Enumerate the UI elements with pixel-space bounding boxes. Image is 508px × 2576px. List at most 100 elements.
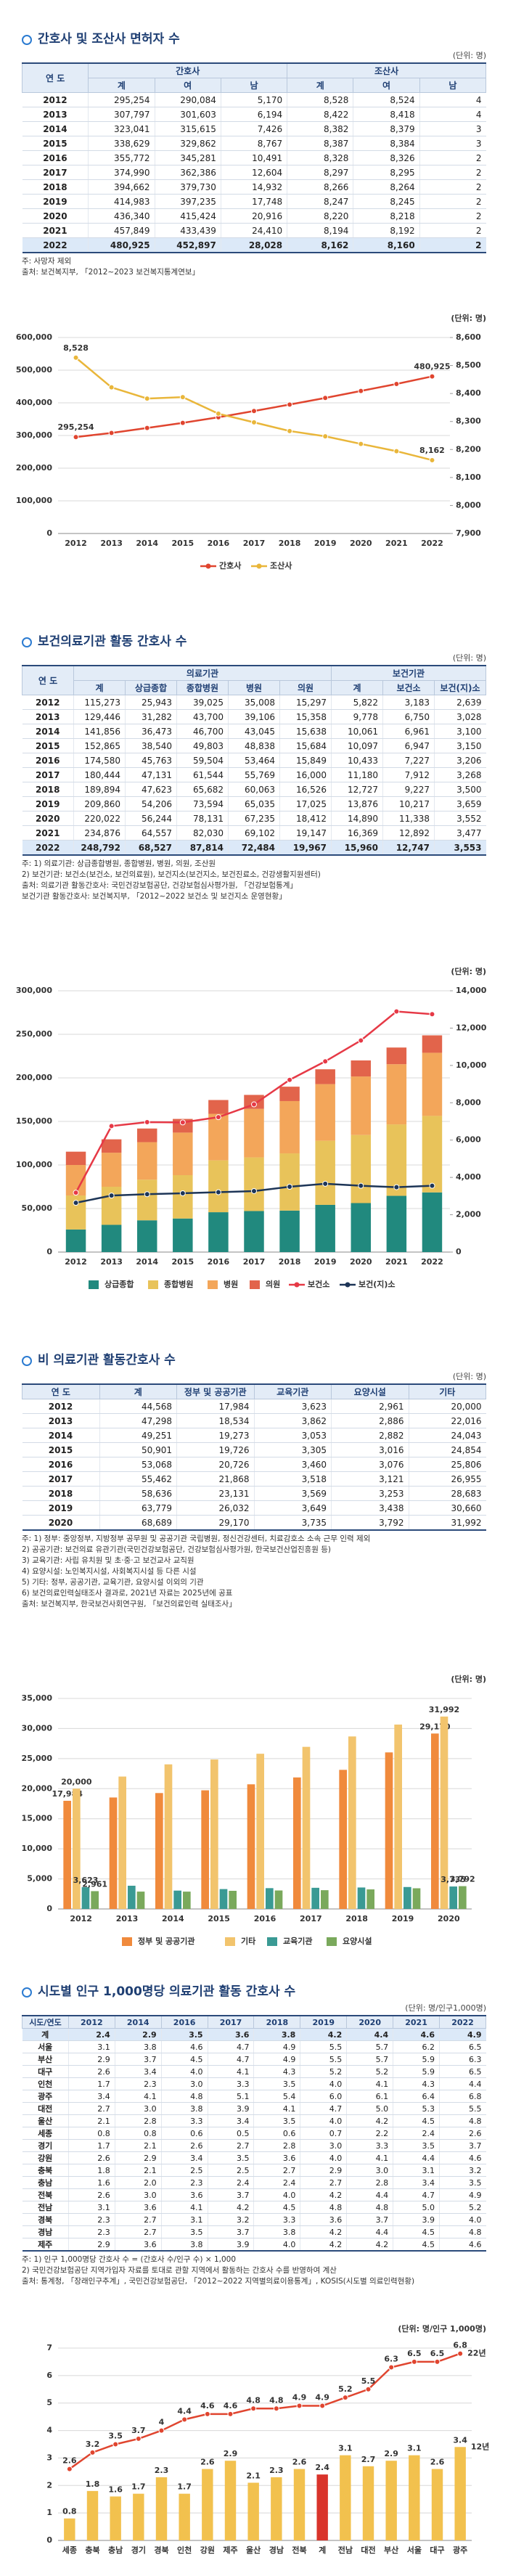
cell: 3.6: [114, 2238, 162, 2252]
x-tick-label: 2016: [208, 1257, 230, 1267]
header-cell: 연 도: [22, 1383, 100, 1399]
unit-label: (단위: 명/인구 1,000명): [398, 2323, 486, 2334]
y-tick-label: 0: [46, 528, 52, 538]
cell: 53,068: [99, 1457, 177, 1472]
x-tick-label: 2017: [300, 1914, 322, 1923]
cell: 19,273: [176, 1428, 254, 1443]
cell: 24,854: [408, 1442, 486, 1457]
cell: 3.0: [114, 2102, 162, 2115]
cell: 4.0: [253, 2188, 300, 2201]
data-label: 2.6: [200, 2458, 215, 2467]
cell: 3.7: [346, 2213, 393, 2226]
cell: 362,386: [154, 165, 221, 180]
cell: 3,623: [253, 1399, 332, 1414]
cell: 3.0: [300, 2139, 347, 2152]
bar: [271, 2477, 282, 2540]
bar-segment: [136, 1220, 157, 1252]
table-row: 2015 50,901 19,726 3,305 3,016 24,854: [22, 1442, 486, 1457]
data-label: 3,623: [73, 1876, 99, 1885]
cell: 2015: [22, 1442, 99, 1457]
cell: 2018: [22, 179, 89, 195]
data-label: 3.2: [86, 2440, 100, 2449]
x-tick-label: 2020: [350, 539, 372, 548]
table-row: 2016 53,068 20,726 3,460 3,076 25,806: [22, 1457, 486, 1472]
cell: 3,053: [253, 1428, 332, 1443]
cell: 39,025: [176, 695, 229, 710]
cell: 10,217: [382, 796, 435, 811]
cell: 3.3: [160, 2114, 208, 2127]
cell: 0.7: [300, 2127, 347, 2140]
cell: 8,245: [353, 194, 420, 209]
x-tick-label: 2013: [100, 1257, 123, 1267]
cell: 4.4: [346, 2028, 393, 2041]
cell: 2018: [22, 1486, 99, 1501]
cell: 3,460: [253, 1457, 332, 1472]
point: [108, 430, 115, 436]
x-tick-label: 전남: [338, 2545, 353, 2555]
cell: 4.0: [439, 2213, 486, 2226]
bar: [81, 1886, 90, 1909]
table-row: 2019 63,779 26,032 3,649 3,438 30,660: [22, 1500, 486, 1516]
cell: 4.2: [346, 2114, 393, 2127]
bar-segment: [208, 1113, 229, 1161]
cell: 2.1: [114, 2164, 162, 2177]
legend-label: 병원: [224, 1279, 238, 1289]
cell: 295,254: [88, 92, 155, 107]
point: [73, 1200, 79, 1206]
table-row: 2018 58,636 23,131 3,569 3,253 28,683: [22, 1486, 486, 1501]
cell: 8,326: [353, 150, 420, 165]
cell: 29,170: [176, 1515, 254, 1531]
bar: [136, 1892, 145, 1909]
cell: 3,569: [253, 1486, 332, 1501]
x-tick-label: 2015: [172, 539, 194, 548]
cell: 2: [419, 150, 486, 165]
x-tick-label: 전북: [292, 2545, 306, 2555]
point: [388, 2364, 395, 2371]
table-head: 시도/연도 2012 2014 2016 2017 2018 2019 2020 2021 202…: [22, 2015, 486, 2029]
data-label: 2.6: [430, 2458, 445, 2467]
cell: 5.2: [346, 2065, 393, 2078]
data-label: 5.5: [361, 2376, 376, 2386]
cell: 43,700: [176, 709, 229, 724]
note: 주: 사망자 제외: [22, 257, 72, 266]
data-label: 4.8: [269, 2395, 284, 2405]
table: 연 도 간호사 조산사 계 여 남 계 여 남 2012 295,254 290,084 5,170 8,…: [21, 62, 487, 253]
cell: 15,358: [279, 709, 332, 724]
table-body: 2012 295,254 290,084 5,170 8,528 8,524 4 2013 30…: [22, 92, 486, 253]
y-tick-label: 8,300: [456, 417, 481, 426]
cell: 3,659: [434, 796, 486, 811]
y-tick-label: 50,000: [22, 1203, 53, 1213]
data-label: 31,992: [429, 1705, 459, 1714]
cell: 374,990: [88, 165, 155, 180]
cell: 46,700: [176, 724, 229, 739]
x-tick-label: 2016: [254, 1914, 276, 1923]
cell: 3,552: [434, 811, 486, 826]
y-tick-label: 400,000: [16, 398, 52, 407]
bar: [459, 1886, 467, 1909]
point: [66, 2466, 73, 2472]
table-row: 경남 2.3 2.7 3.5 3.7 3.8 4.2 4.4 4.5 4.8: [22, 2225, 486, 2238]
bar: [64, 2518, 75, 2540]
cell: 11,180: [331, 767, 383, 782]
bar: [431, 2469, 443, 2540]
header-cell: 계: [99, 1383, 177, 1399]
data-label: 4.6: [224, 2401, 238, 2411]
cell: 3.6: [300, 2213, 347, 2226]
bar: [210, 1759, 218, 1909]
line: [69, 2352, 461, 2470]
cell: 436,340: [88, 208, 155, 224]
cell: 3.5: [207, 2151, 254, 2164]
point: [89, 2449, 96, 2456]
point: [365, 2386, 372, 2392]
x-tick-label: 인천: [177, 2545, 192, 2555]
cell: 3.6: [160, 2188, 208, 2201]
point: [73, 354, 79, 361]
cell: 0.6: [253, 2127, 300, 2140]
header-cell: 연 도: [21, 62, 89, 93]
cell: 18,412: [279, 811, 332, 826]
cell: 82,030: [176, 825, 229, 841]
x-tick-label: 광주: [453, 2546, 467, 2555]
point: [287, 401, 293, 408]
cell: 2.3: [67, 2213, 115, 2226]
